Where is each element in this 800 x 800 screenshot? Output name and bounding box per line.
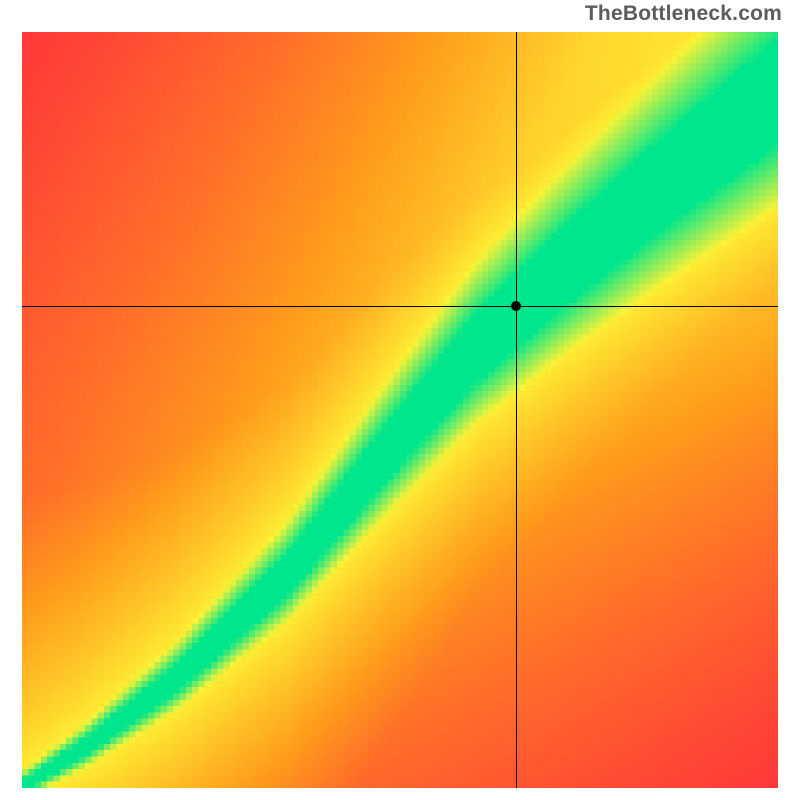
crosshair-horizontal [22,306,778,307]
bottleneck-heatmap [22,32,778,788]
attribution-text: TheBottleneck.com [585,2,782,26]
heatmap-canvas [22,32,778,788]
crosshair-marker [511,301,521,311]
crosshair-vertical [516,32,517,788]
